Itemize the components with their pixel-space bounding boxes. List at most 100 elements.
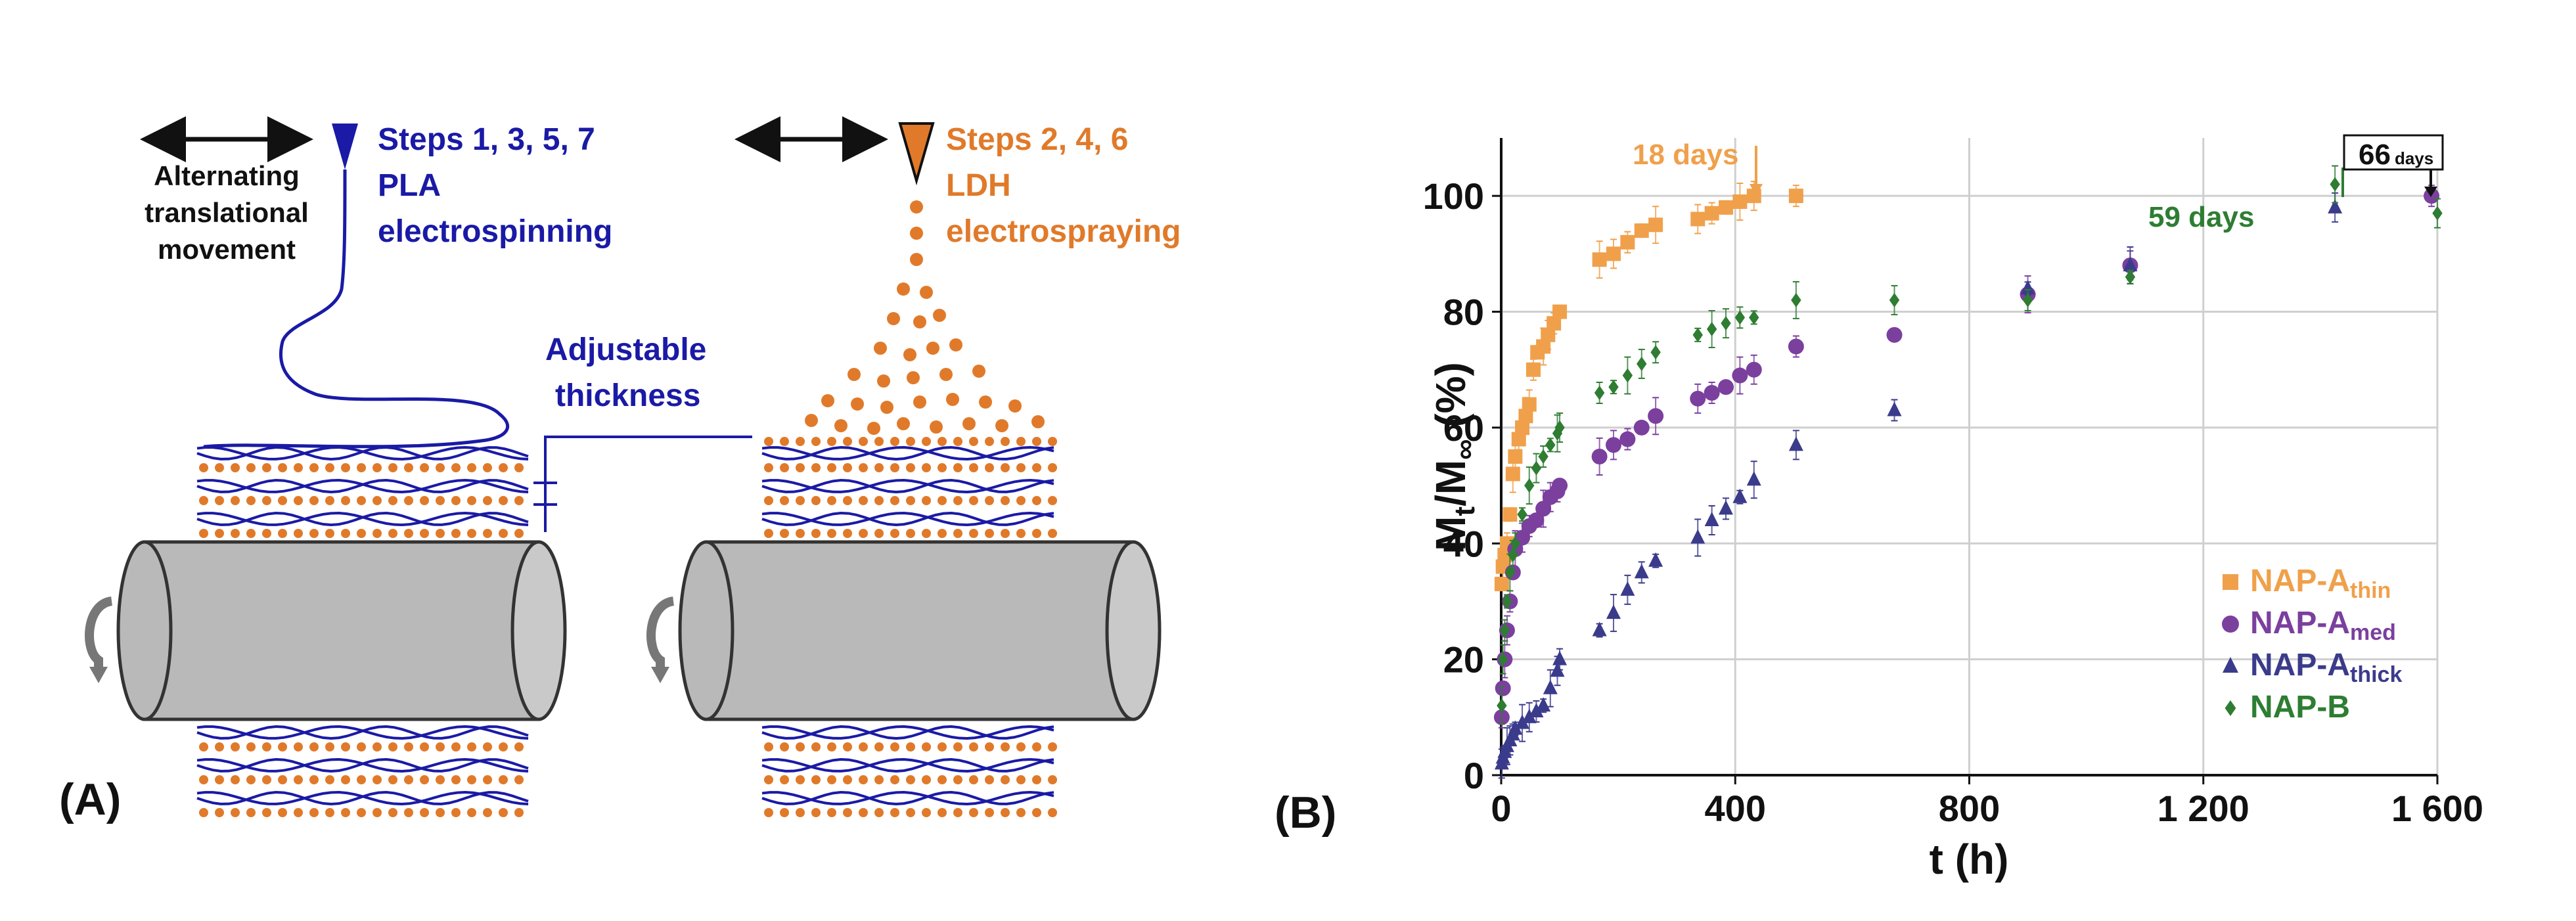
data-point-nap-a-thin (1522, 397, 1537, 412)
ldh-particle (811, 808, 821, 817)
pla-fiber-strand (761, 445, 1054, 461)
fiber-layers (196, 437, 1057, 817)
ldh-particle (373, 742, 382, 752)
data-point-nap-a-med (1732, 367, 1748, 384)
ldh-particle (922, 808, 931, 817)
legend-label: NAP-B (2250, 690, 2350, 725)
legend-label-subscript: thick (2350, 662, 2402, 687)
ldh-particle (199, 496, 208, 505)
ldh-particle (922, 529, 931, 538)
pla-text-1: Steps 1, 3, 5, 7 (378, 122, 595, 157)
ldh-particle (1032, 496, 1041, 505)
data-point-nap-a-med (1495, 680, 1511, 696)
ldh-particle (985, 463, 994, 472)
ldh-particle (953, 775, 962, 784)
ldh-particle (764, 808, 773, 817)
ldh-particle (483, 496, 492, 505)
ldh-particle (811, 496, 821, 505)
data-point-nap-a-thick (1536, 697, 1551, 712)
ldh-particle (796, 808, 805, 817)
ldh-particle (278, 463, 287, 472)
panel-a-schematic: Alternating translational movement Steps… (59, 116, 1181, 824)
ldh-particle (499, 496, 508, 505)
ldh-particle (938, 808, 947, 817)
ldh-droplet (897, 417, 910, 430)
ldh-particle (262, 463, 271, 472)
ldh-particle (373, 775, 382, 784)
data-point-nap-b (1692, 327, 1703, 342)
ldh-particle (764, 463, 773, 472)
ldh-droplet (946, 393, 959, 406)
ldh-droplet (995, 419, 1008, 432)
ldh-droplet (880, 401, 893, 414)
annotation-66-days: 66 days (2359, 139, 2433, 171)
ldh-particle (827, 775, 836, 784)
data-point-nap-a-thick (1788, 436, 1803, 451)
data-point-nap-a-thick (1887, 401, 1902, 416)
ldh-particle (262, 742, 271, 752)
data-point-nap-a-med (1690, 390, 1706, 407)
ldh-particle (953, 496, 962, 505)
ldh-particle (231, 529, 240, 538)
ldh-particle (278, 529, 287, 538)
ldh-particle (859, 742, 868, 752)
ldh-particle (985, 775, 994, 784)
data-point-nap-a-med (1886, 326, 1903, 343)
ldh-particle (938, 742, 947, 752)
ldh-particle (199, 529, 208, 538)
ldh-particle (938, 437, 947, 446)
ldh-particle (811, 775, 821, 784)
ldh-particle (341, 775, 350, 784)
ldh-particle (294, 529, 303, 538)
ldh-particle (1001, 808, 1010, 817)
ldh-droplet (877, 374, 890, 388)
ldh-particle (262, 775, 271, 784)
ldh-particle (764, 496, 773, 505)
ldh-particle (404, 496, 413, 505)
data-point-nap-b (1531, 461, 1542, 476)
thickness-text-1: Adjustable (545, 332, 706, 367)
ldh-particle (969, 775, 978, 784)
ldh-particle (357, 775, 366, 784)
ldh-particle (325, 775, 334, 784)
data-point-nap-a-thin (1634, 223, 1649, 238)
y-title-m: M (1427, 516, 1474, 551)
data-point-nap-a-thick (1543, 679, 1558, 694)
data-point-nap-b (1497, 652, 1508, 667)
annotation-66-value: 66 (2359, 139, 2391, 171)
ldh-particle (373, 496, 382, 505)
ldh-particle (1001, 742, 1010, 752)
legend-label-subscript: med (2350, 620, 2396, 645)
annotation-59-days: 59 days (2148, 201, 2254, 233)
y-title-sub-t: t (1449, 506, 1481, 516)
y-tick-label: 60 (1443, 407, 1484, 449)
ldh-droplet (1031, 415, 1045, 428)
data-point-nap-b (1889, 292, 1900, 307)
ldh-particle (874, 808, 884, 817)
legend-marker (2222, 616, 2239, 633)
data-point-nap-b (1504, 565, 1516, 580)
rotation-arrowhead-right-icon (651, 667, 669, 683)
x-tick-label: 400 (1705, 788, 1766, 829)
data-point-nap-b (1637, 356, 1647, 371)
ldh-particle (1048, 808, 1057, 817)
ldh-particle (1032, 742, 1041, 752)
y-tick-label: 80 (1443, 292, 1484, 333)
ldh-particle (514, 742, 524, 752)
ldh-particle (859, 463, 868, 472)
data-point-nap-a-thin (1536, 339, 1551, 354)
annotation-18-days: 18 days (1633, 139, 1738, 171)
pla-text-3: electrospinning (378, 214, 612, 249)
ldh-particle (827, 808, 836, 817)
ldh-droplet (972, 365, 985, 378)
ldh-droplet (847, 368, 861, 381)
ldh-particle (843, 437, 852, 446)
ldh-particle (953, 463, 962, 472)
ldh-particle (246, 808, 256, 817)
data-point-nap-a-med (1718, 379, 1734, 395)
ldh-particle (969, 742, 978, 752)
ldh-particle (325, 529, 334, 538)
ldh-particle (262, 529, 271, 538)
ldh-particle (780, 808, 789, 817)
